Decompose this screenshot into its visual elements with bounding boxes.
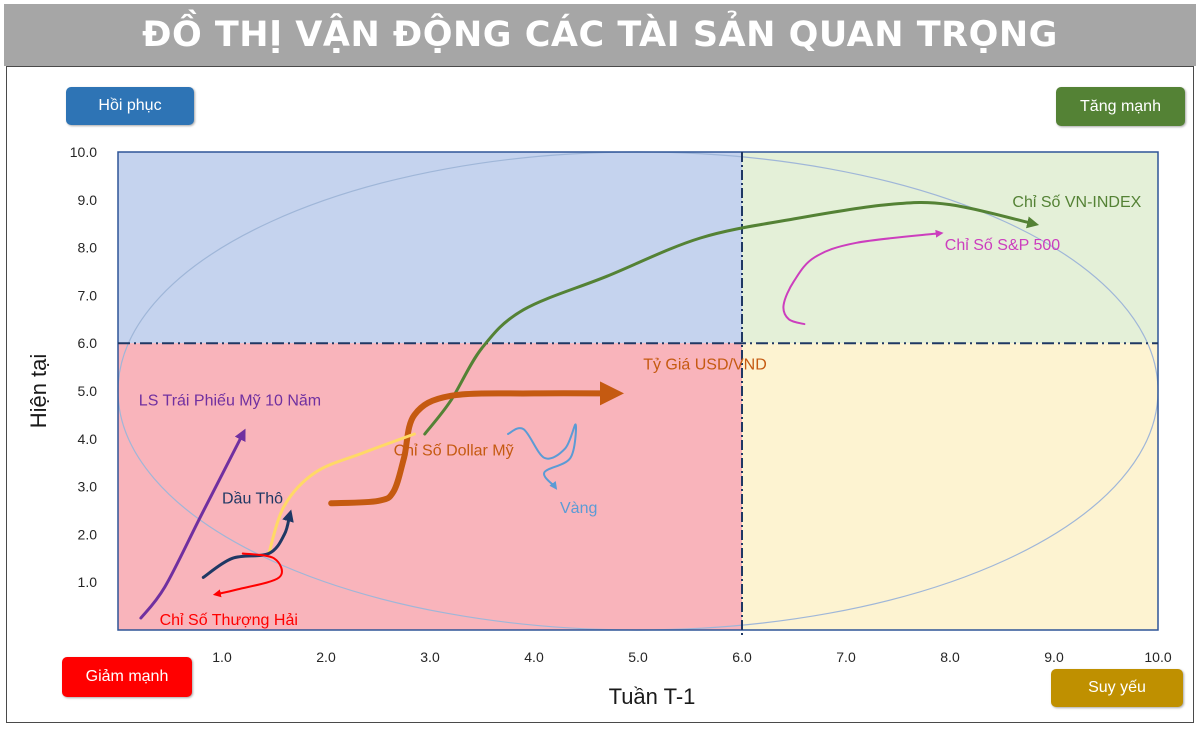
y-tick-label: 2.0 [78,526,98,542]
y-tick-label: 3.0 [78,479,98,495]
x-axis-label: Tuần T-1 [609,684,696,709]
series-label-5: Dầu Thô [222,490,283,507]
y-tick-label: 1.0 [78,574,98,590]
series-line-0 [423,201,1040,436]
y-tick-label: 7.0 [78,287,98,303]
recovery-quadrant-button: Hồi phục [66,87,194,125]
x-tick-label: 7.0 [836,649,856,665]
recovery-label: Hồi phục [98,97,162,114]
series-label-6: Chỉ Số Thượng Hải [160,612,298,629]
y-tick-label: 5.0 [78,383,98,399]
x-tick-label: 5.0 [628,649,648,665]
x-tick-label: 4.0 [524,649,544,665]
y-tick-label: 9.0 [78,192,98,208]
quadrant-fill-2 [118,343,742,630]
weak-quadrant-button: Suy yếu [1051,669,1183,707]
x-tick-label: 1.0 [212,649,232,665]
x-tick-label: 6.0 [732,649,752,665]
series-line-5 [201,509,294,579]
page-title: ĐỒ THỊ VẬN ĐỘNG CÁC TÀI SẢN QUAN TRỌNG [142,15,1058,55]
y-axis-label: Hiện tại [26,354,51,429]
strong-up-quadrant-button: Tăng mạnh [1056,87,1185,126]
chart-frame [6,66,1194,723]
series-label-0: Chỉ Số VN-INDEX [1012,194,1141,211]
series-label-4: Vàng [560,500,597,517]
y-tick-label: 6.0 [78,335,98,351]
series-line-2 [328,381,624,507]
weak-label: Suy yếu [1088,679,1146,696]
title-bar: ĐỒ THỊ VẬN ĐỘNG CÁC TÀI SẢN QUAN TRỌNG [4,4,1196,66]
y-tick-label: 8.0 [78,240,98,256]
x-tick-label: 2.0 [316,649,336,665]
series-line-1 [782,229,944,326]
quadrant-fill-0 [118,152,742,344]
series-line-7 [139,428,246,620]
strong-down-label: Giảm mạnh [85,668,169,685]
x-tick-label: 9.0 [1044,649,1064,665]
x-tick-label: 10.0 [1144,649,1171,665]
x-tick-label: 3.0 [420,649,440,665]
quadrant-fill-3 [742,343,1158,630]
strong-down-quadrant-button: Giảm mạnh [62,657,192,697]
series-label-3: Chỉ Số Dollar Mỹ [394,443,514,460]
x-tick-label: 8.0 [940,649,960,665]
series-line-6 [212,552,283,598]
plot-border [117,151,1159,631]
strong-up-label: Tăng mạnh [1080,97,1161,115]
series-line-3 [267,432,416,555]
y-tick-label: 4.0 [78,431,98,447]
quadrant-fill-1 [742,152,1158,344]
series-line-4 [507,423,577,490]
series-label-7: LS Trái Phiếu Mỹ 10 Năm [139,392,321,409]
series-label-2: Tỷ Giá USD/VND [643,356,767,373]
y-tick-label: 10.0 [70,144,97,160]
series-label-1: Chỉ Số S&P 500 [945,237,1060,254]
